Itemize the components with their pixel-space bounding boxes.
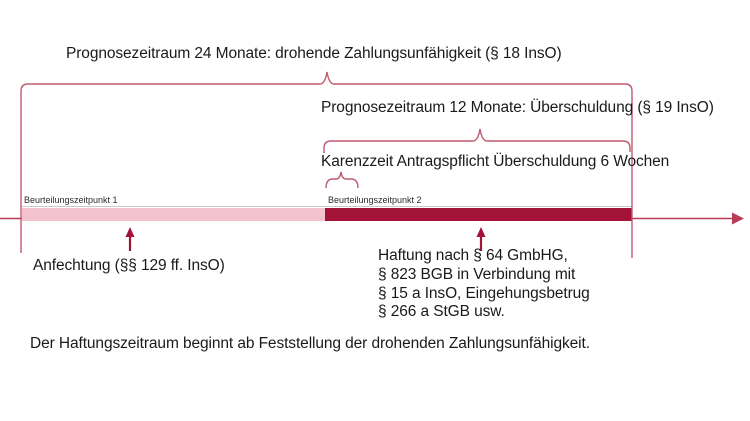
timeline-bar-haftung [325, 208, 632, 221]
annotation-haftung: Haftung nach § 64 GmbHG, § 823 BGB in Ve… [378, 247, 590, 322]
timeline-bar-anfechtung [22, 208, 325, 221]
annotation-haftung-line: Haftung nach § 64 GmbHG, [378, 247, 568, 264]
label-karenzzeit: Karenzzeit Antragspflicht Überschuldung … [321, 153, 670, 170]
label-beurteilungszeitpunkt-1: Beurteilungszeitpunkt 1 [24, 195, 118, 205]
annotation-haftung-line: § 15 a InsO, Eingehungsbetrug [378, 284, 590, 302]
haftung-arrow-icon [476, 227, 486, 237]
label-prognosezeitraum-24: Prognosezeitraum 24 Monate: drohende Zah… [66, 45, 562, 62]
brace-karenzzeit [325, 171, 359, 189]
timeline-axis-arrowhead-icon [732, 212, 744, 225]
annotation-haftung-line: § 266 a StGB usw. [378, 303, 505, 321]
label-row-divider [22, 206, 632, 207]
annotation-anfechtung: Anfechtung (§§ 129 ff. InsO) [33, 257, 225, 274]
footnote: Der Haftungszeitraum beginnt ab Feststel… [30, 335, 590, 352]
label-prognosezeitraum-12: Prognosezeitraum 12 Monate: Überschuldun… [321, 99, 714, 116]
brace-12-monate [323, 128, 631, 153]
label-beurteilungszeitpunkt-2: Beurteilungszeitpunkt 2 [328, 195, 422, 205]
annotation-haftung-line: § 823 BGB in Verbindung mit [378, 265, 576, 283]
anfechtung-arrow-icon [125, 227, 135, 237]
